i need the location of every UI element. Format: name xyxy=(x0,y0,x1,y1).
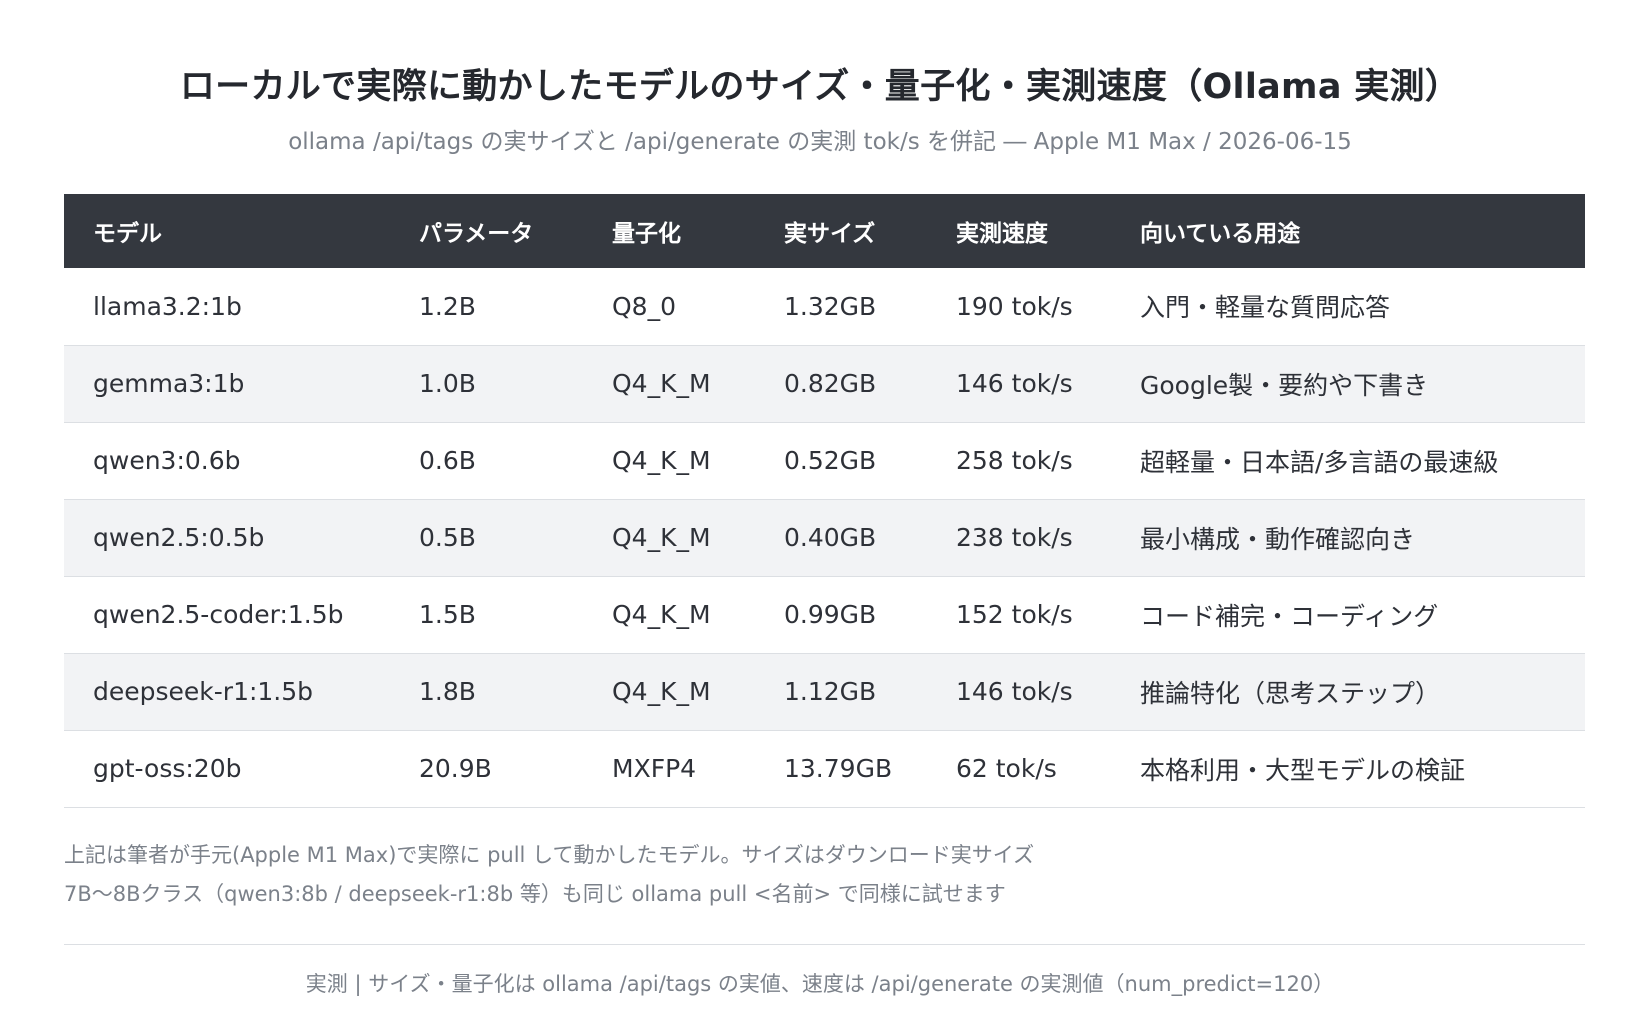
model-table: モデル パラメータ 量子化 実サイズ 実測速度 向いている用途 llama3.2… xyxy=(64,194,1585,808)
table-row: qwen3:0.6b 0.6B Q4_K_M 0.52GB 258 tok/s … xyxy=(64,422,1585,500)
cell-use-case: Google製・要約や下書き xyxy=(1111,345,1585,423)
cell-use-case: 本格利用・大型モデルの検証 xyxy=(1111,730,1585,808)
table-row: gemma3:1b 1.0B Q4_K_M 0.82GB 146 tok/s G… xyxy=(64,345,1585,423)
column-header-size: 実サイズ xyxy=(755,194,927,268)
cell-parameters: 1.0B xyxy=(390,345,583,423)
cell-parameters: 1.5B xyxy=(390,576,583,654)
notes: 上記は筆者が手元(Apple M1 Max)で実際に pull して動かしたモデ… xyxy=(64,836,1034,914)
column-header-use-case: 向いている用途 xyxy=(1111,194,1585,268)
cell-parameters: 20.9B xyxy=(390,730,583,808)
table-row: deepseek-r1:1.5b 1.8B Q4_K_M 1.12GB 146 … xyxy=(64,653,1585,731)
table-row: gpt-oss:20b 20.9B MXFP4 13.79GB 62 tok/s… xyxy=(64,730,1585,808)
table-row: qwen2.5:0.5b 0.5B Q4_K_M 0.40GB 238 tok/… xyxy=(64,499,1585,577)
cell-speed: 62 tok/s xyxy=(927,730,1111,808)
cell-model: qwen2.5:0.5b xyxy=(64,499,390,577)
cell-speed: 152 tok/s xyxy=(927,576,1111,654)
cell-use-case: コード補完・コーディング xyxy=(1111,576,1585,654)
cell-use-case: 入門・軽量な質問応答 xyxy=(1111,268,1585,346)
cell-quantization: Q8_0 xyxy=(583,268,755,346)
cell-size: 0.40GB xyxy=(755,499,927,577)
cell-quantization: Q4_K_M xyxy=(583,499,755,577)
cell-model: qwen2.5-coder:1.5b xyxy=(64,576,390,654)
cell-model: llama3.2:1b xyxy=(64,268,390,346)
cell-speed: 190 tok/s xyxy=(927,268,1111,346)
cell-use-case: 推論特化（思考ステップ） xyxy=(1111,653,1585,731)
cell-model: qwen3:0.6b xyxy=(64,422,390,500)
cell-size: 0.52GB xyxy=(755,422,927,500)
table-row: llama3.2:1b 1.2B Q8_0 1.32GB 190 tok/s 入… xyxy=(64,268,1585,346)
cell-parameters: 0.5B xyxy=(390,499,583,577)
footer-source: 実測 | サイズ・量子化は ollama /api/tags の実値、速度は /… xyxy=(305,972,1335,996)
cell-size: 0.82GB xyxy=(755,345,927,423)
cell-size: 1.32GB xyxy=(755,268,927,346)
cell-model: gpt-oss:20b xyxy=(64,730,390,808)
cell-model: deepseek-r1:1.5b xyxy=(64,653,390,731)
cell-size: 13.79GB xyxy=(755,730,927,808)
column-header-parameters: パラメータ xyxy=(390,194,583,268)
cell-quantization: Q4_K_M xyxy=(583,576,755,654)
cell-use-case: 最小構成・動作確認向き xyxy=(1111,499,1585,577)
table-row: qwen2.5-coder:1.5b 1.5B Q4_K_M 0.99GB 15… xyxy=(64,576,1585,654)
cell-speed: 146 tok/s xyxy=(927,345,1111,423)
cell-use-case: 超軽量・日本語/多言語の最速級 xyxy=(1111,422,1585,500)
cell-parameters: 1.8B xyxy=(390,653,583,731)
column-header-model: モデル xyxy=(64,194,390,268)
cell-speed: 146 tok/s xyxy=(927,653,1111,731)
page-subtitle: ollama /api/tags の実サイズと /api/generate の実… xyxy=(288,129,1352,155)
cell-quantization: Q4_K_M xyxy=(583,653,755,731)
cell-quantization: Q4_K_M xyxy=(583,422,755,500)
footer-divider xyxy=(64,944,1585,945)
cell-speed: 238 tok/s xyxy=(927,499,1111,577)
cell-model: gemma3:1b xyxy=(64,345,390,423)
cell-speed: 258 tok/s xyxy=(927,422,1111,500)
cell-quantization: Q4_K_M xyxy=(583,345,755,423)
cell-quantization: MXFP4 xyxy=(583,730,755,808)
note-line: 上記は筆者が手元(Apple M1 Max)で実際に pull して動かしたモデ… xyxy=(64,843,1035,867)
cell-size: 1.12GB xyxy=(755,653,927,731)
note-line: 7B〜8Bクラス（qwen3:8b / deepseek-r1:8b 等）も同じ… xyxy=(64,882,1006,906)
cell-parameters: 1.2B xyxy=(390,268,583,346)
page-title: ローカルで実際に動かしたモデルのサイズ・量子化・実測速度（Ollama 実測） xyxy=(179,67,1461,107)
column-header-speed: 実測速度 xyxy=(927,194,1111,268)
table-header-row: モデル パラメータ 量子化 実サイズ 実測速度 向いている用途 xyxy=(64,194,1585,268)
column-header-quantization: 量子化 xyxy=(583,194,755,268)
cell-size: 0.99GB xyxy=(755,576,927,654)
cell-parameters: 0.6B xyxy=(390,422,583,500)
